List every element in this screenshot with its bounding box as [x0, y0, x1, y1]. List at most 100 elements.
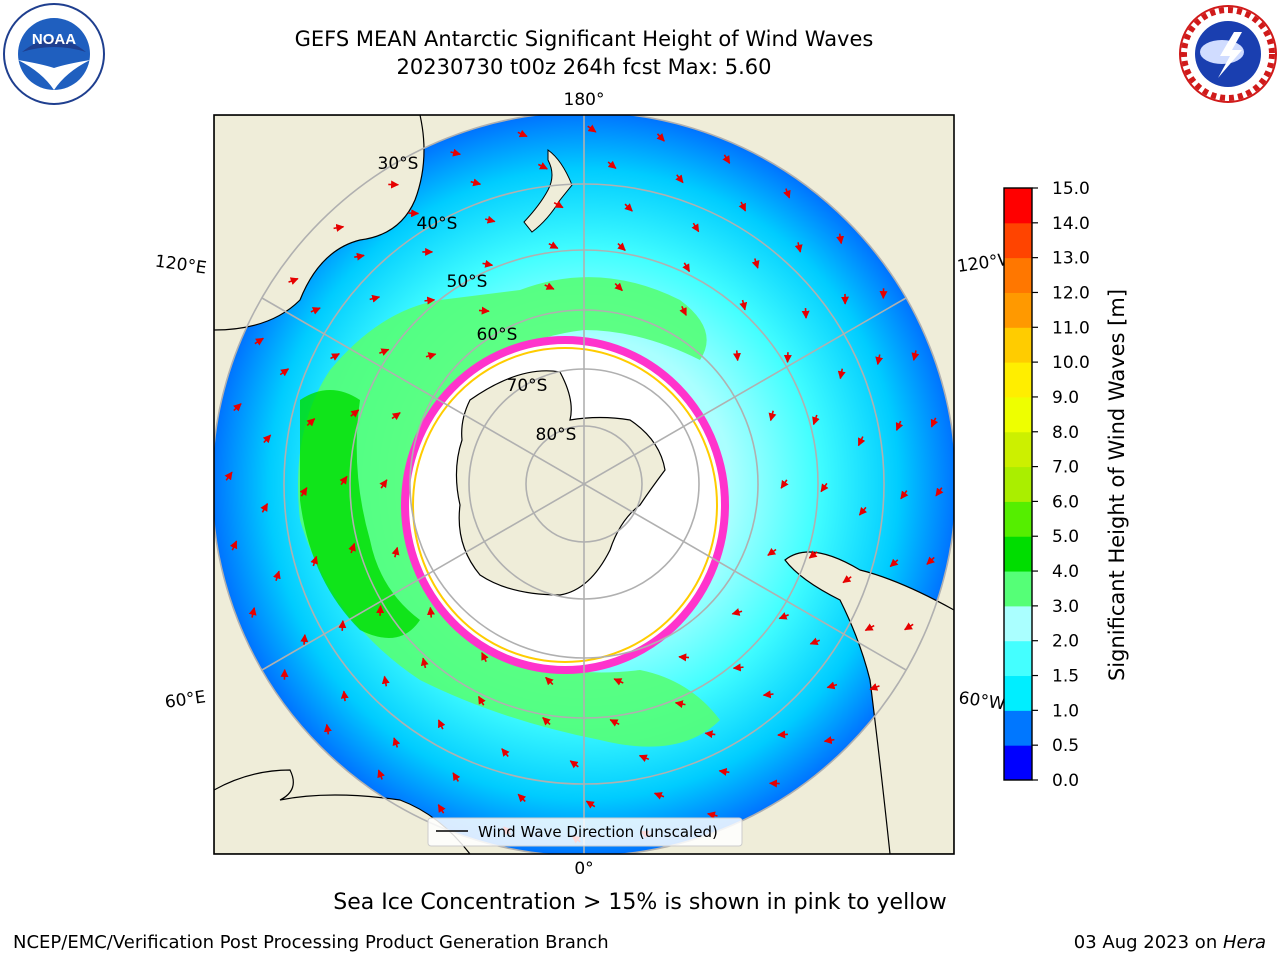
- wave-direction-arrow: [678, 653, 690, 662]
- sea-ice-inner-edge: [412, 347, 718, 663]
- wave-direction-arrow: [767, 547, 777, 556]
- wave-direction-arrow: [391, 546, 400, 558]
- wave-direction-arrow: [706, 811, 718, 820]
- wave-direction-arrow: [377, 769, 385, 780]
- colorbar-tick-label: 10.0: [1052, 353, 1090, 373]
- colorbar-bin: [1004, 571, 1032, 607]
- wave-direction-arrow: [903, 622, 914, 631]
- wave-direction-arrow: [481, 651, 489, 663]
- lat-label-30s: 30°S: [378, 154, 419, 174]
- wave-direction-arrow: [808, 550, 818, 559]
- wave-direction-arrow: [911, 350, 920, 362]
- wave-direction-arrow: [478, 306, 490, 315]
- wave-direction-arrow: [333, 223, 345, 232]
- colorbar-bin: [1004, 501, 1032, 537]
- colorbar-bin: [1004, 710, 1032, 746]
- colorbar-bin: [1004, 327, 1032, 363]
- wave-direction-arrow: [340, 690, 349, 702]
- wave-direction-arrow: [379, 348, 390, 356]
- wave-direction-arrow: [731, 608, 743, 616]
- wave-direction-arrow: [569, 760, 579, 769]
- wave-direction-arrow: [254, 337, 265, 346]
- wave-direction-arrow: [369, 294, 381, 303]
- wave-direction-arrow: [653, 792, 665, 800]
- map-frame: [213, 114, 955, 855]
- wave-direction-arrow: [718, 767, 730, 776]
- wave-direction-arrow: [617, 242, 626, 251]
- wave-direction-arrow: [935, 487, 944, 497]
- colorbar-tick-label: 1.5: [1052, 667, 1079, 687]
- wave-direction-arrow: [501, 748, 510, 758]
- wave-direction-arrow: [837, 368, 846, 380]
- wave-direction-arrow: [762, 690, 774, 699]
- lon-label-top: 180°: [564, 90, 605, 110]
- wave-direction-arrow: [674, 700, 686, 709]
- wave-direction-arrow: [248, 606, 257, 618]
- lat-label-60s: 60°S: [477, 325, 518, 345]
- footer-host: Hera: [1222, 932, 1266, 953]
- chart-title: GEFS MEAN Antarctic Significant Height o…: [294, 27, 874, 51]
- wave-direction-arrow: [638, 754, 650, 762]
- wave-direction-arrow: [780, 479, 789, 489]
- colorbar-bin: [1004, 188, 1032, 224]
- colorbar-bin: [1004, 675, 1032, 711]
- colorbar-tick-label: 8.0: [1052, 423, 1079, 443]
- nws-logo: [1179, 5, 1277, 103]
- lat-label-40s: 40°S: [417, 214, 458, 234]
- wave-direction-arrow: [783, 188, 791, 199]
- wave-direction-arrow: [350, 409, 360, 418]
- wave-direction-arrow: [427, 606, 435, 618]
- wave-direction-arrow: [233, 403, 242, 412]
- wave-direction-arrow: [836, 233, 845, 245]
- wave-direction-arrow: [484, 215, 496, 224]
- wave-direction-arrow: [739, 299, 748, 311]
- wave-direction-arrow: [768, 410, 777, 422]
- wave-direction-arrow: [310, 555, 318, 567]
- chart-subtitle: 20230730 t00z 264h fcst Max: 5.60: [396, 55, 772, 79]
- wave-direction-arrow: [437, 719, 446, 730]
- wave-direction-arrow: [722, 154, 731, 165]
- footer-branch: NCEP/EMC/Verification Post Processing Pr…: [13, 932, 609, 953]
- wave-direction-arrow: [482, 259, 494, 268]
- colorbar-bin: [1004, 292, 1032, 328]
- lon-label-left-lower: 60°E: [164, 687, 207, 712]
- wave-direction-arrow: [354, 252, 365, 261]
- wave-direction-arrow: [537, 162, 548, 170]
- lon-label-left-upper: 120°E: [154, 252, 208, 279]
- wave-direction-arrow: [381, 675, 390, 687]
- colorbar-tick-label: 5.0: [1052, 527, 1079, 547]
- colorbar-tick-label: 13.0: [1052, 249, 1090, 269]
- wave-direction-arrow: [544, 282, 555, 290]
- wave-direction-arrow: [452, 772, 461, 782]
- wave-direction-arrow: [869, 683, 880, 691]
- wave-direction-arrow: [733, 350, 741, 362]
- wave-direction-arrow: [477, 695, 486, 706]
- colorbar-bin: [1004, 431, 1032, 468]
- wave-direction-arrow: [310, 307, 321, 315]
- wave-direction-arrow: [517, 793, 527, 803]
- wave-direction-arrow: [679, 305, 687, 317]
- wave-direction-arrow: [299, 487, 308, 497]
- colorbar-tick-label: 1.0: [1052, 701, 1079, 721]
- wave-direction-arrow: [338, 619, 347, 631]
- wave-direction-arrow: [778, 612, 789, 620]
- lon-label-right-lower: 60°W: [957, 688, 1006, 714]
- colorbar-tick-label: 0.5: [1052, 736, 1079, 756]
- wave-direction-arrow: [875, 354, 884, 366]
- wave-direction-arrow: [330, 353, 341, 361]
- wave-direction-arrow: [842, 575, 852, 584]
- wave-direction-arrow: [542, 717, 551, 726]
- wave-direction-arrow: [348, 542, 356, 554]
- graticule: [214, 115, 954, 854]
- wave-direction-arrow: [273, 570, 281, 582]
- wave-direction-arrow: [675, 174, 684, 184]
- peak-wave-patch: [300, 390, 420, 638]
- colorbar-bin: [1004, 362, 1032, 398]
- colorbar-tick-label: 6.0: [1052, 492, 1079, 512]
- map-legend: Wind Wave Direction (unscaled): [427, 817, 743, 847]
- wave-direction-arrow: [930, 417, 939, 428]
- new-zealand-landmass: [523, 149, 573, 233]
- colorbar-label: Significant Height of Wind Waves [m]: [1105, 288, 1129, 682]
- wave-direction-arrow: [609, 719, 620, 727]
